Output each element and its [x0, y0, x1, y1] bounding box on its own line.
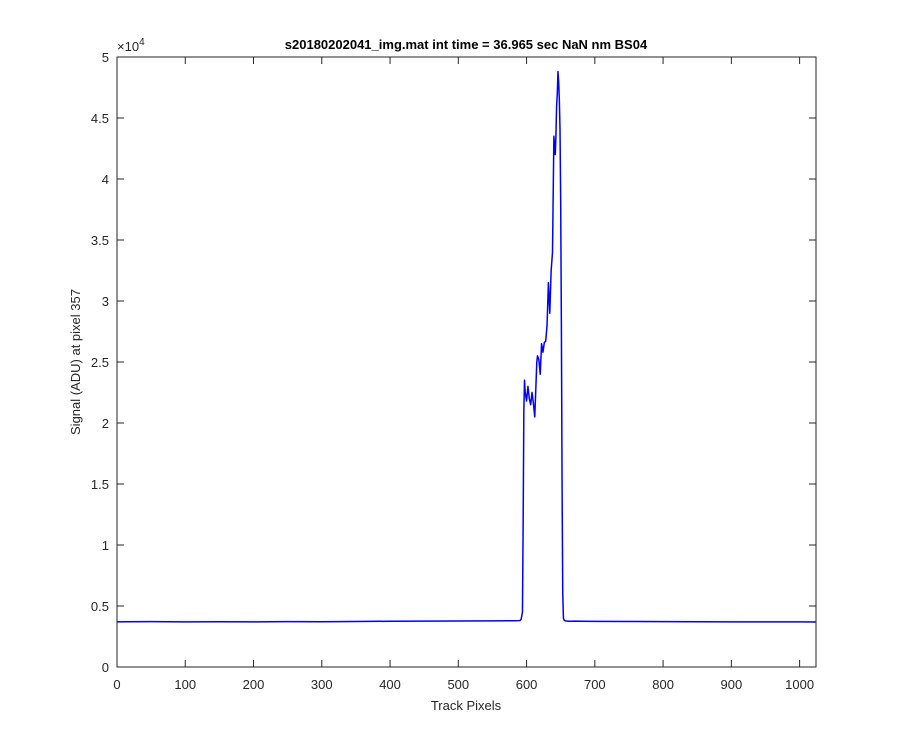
y-exponent: ×104: [117, 37, 145, 54]
y-tick-labels: 0 0.5 1 1.5 2 2.5 3 3.5 4 4.5 5: [91, 50, 109, 675]
signal-line: [116, 70, 817, 623]
x-axis-label: Track Pixels: [431, 698, 502, 713]
y-axis-label: Signal (ADU) at pixel 357: [68, 289, 83, 435]
y-tick-label: 0.5: [91, 599, 109, 614]
x-tick-label: 100: [174, 677, 196, 692]
x-tick-label: 0: [113, 677, 120, 692]
y-tick-label: 0: [102, 660, 109, 675]
x-tick-label: 300: [311, 677, 333, 692]
plot-area: [117, 57, 816, 667]
y-tick-label: 2: [102, 416, 109, 431]
x-tick-label: 900: [721, 677, 743, 692]
y-tick-label: 2.5: [91, 355, 109, 370]
x-tick-label: 800: [652, 677, 674, 692]
x-tick-label: 700: [584, 677, 606, 692]
y-tick-label: 4: [102, 172, 109, 187]
y-tick-label: 3: [102, 294, 109, 309]
x-tick-label: 400: [379, 677, 401, 692]
y-tick-label: 1: [102, 538, 109, 553]
y-tick-label: 1.5: [91, 477, 109, 492]
x-tick-label: 600: [516, 677, 538, 692]
y-exponent-power: 4: [139, 37, 145, 48]
y-tick-label: 5: [102, 50, 109, 65]
y-exponent-base: ×10: [117, 39, 139, 54]
y-tick-label: 4.5: [91, 111, 109, 126]
y-tick-label: 3.5: [91, 233, 109, 248]
x-tick-label: 500: [447, 677, 469, 692]
chart-title: s20180202041_img.mat int time = 36.965 s…: [285, 37, 648, 52]
x-tick-label: 200: [243, 677, 265, 692]
plot-frame: [116, 56, 817, 668]
x-tick-labels: 0 100 200 300 400 500 600 700 800 900 1000: [113, 677, 814, 692]
x-tick-label: 1000: [785, 677, 814, 692]
